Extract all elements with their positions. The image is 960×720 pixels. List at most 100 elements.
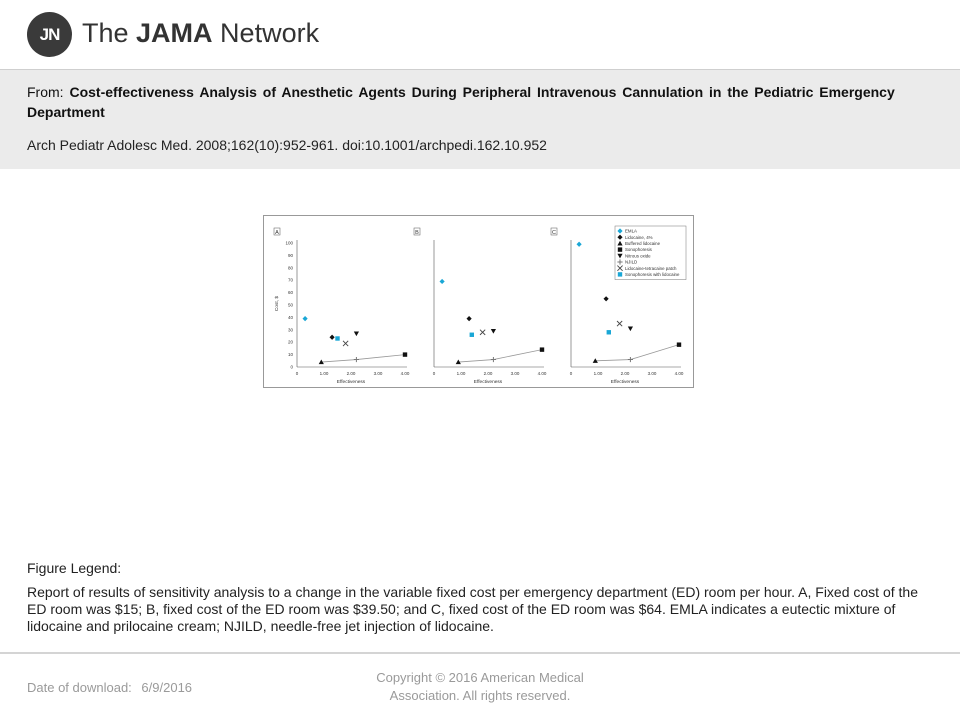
y-tick-label: 10 (288, 352, 294, 357)
y-tick-label: 70 (288, 278, 294, 283)
x-axis-label: Effectiveness (474, 379, 503, 385)
legend-marker (617, 228, 623, 234)
efficiency-frontier-line (458, 349, 543, 363)
data-point-emla (576, 241, 582, 247)
x-tick-label: 1.00 (594, 371, 603, 376)
data-point-lidocaine-tetracaine-patch (479, 329, 486, 336)
legend-entry-label: EMLA (625, 229, 637, 234)
panel-label-box (413, 227, 421, 236)
panel-label-box (550, 227, 558, 236)
chart-legend-box (614, 225, 687, 280)
y-tick-label: 20 (288, 340, 294, 345)
legend-marker (617, 247, 623, 252)
x-tick-label: 3.00 (511, 371, 520, 376)
legend-marker (617, 259, 623, 265)
legend-entry-label: Lidocaine-tetracaine patch (625, 266, 677, 271)
y-tick-label: 30 (288, 327, 294, 332)
data-point-sonophoresis-with-lidocaine (469, 332, 474, 337)
from-label: From: (27, 84, 64, 100)
logo-suffix: Network (212, 18, 320, 48)
data-point-sonophoresis-with-lidocaine (606, 330, 611, 335)
data-point-sonophoresis (402, 352, 408, 357)
data-point-emla (439, 278, 445, 285)
data-point-nitrous-oxide (353, 331, 359, 337)
x-tick-label: 2.00 (621, 371, 630, 376)
y-tick-label: 50 (288, 303, 294, 308)
figure-legend-heading: Figure Legend: (27, 560, 122, 576)
legend-marker (617, 253, 623, 259)
logo-bold: JAMA (136, 18, 213, 48)
legend-entry-label: Buffered lidocaine (625, 241, 661, 246)
data-point-emla (302, 316, 308, 322)
x-tick-label: 4.00 (401, 371, 410, 376)
x-tick-label: 4.00 (538, 371, 547, 376)
data-point-lidocaine-4 (329, 334, 335, 340)
x-tick-label: 0 (570, 371, 573, 376)
data-point-lidocaine-4 (603, 296, 609, 302)
x-tick-label: 3.00 (648, 371, 657, 376)
x-tick-label: 1.00 (457, 371, 466, 376)
x-axis-label: Effectiveness (611, 379, 640, 385)
legend-entry-label: Sonophoresis (625, 247, 653, 252)
jn-logo-mark: JN (27, 12, 72, 57)
x-axis-label: Effectiveness (337, 379, 366, 385)
data-point-buffered-lidocaine (318, 359, 324, 365)
citation-panel: From: Cost-effectiveness Analysis of Ane… (0, 69, 960, 169)
legend-entry-label: Lidocaine, 4% (625, 235, 653, 240)
data-point-sonophoresis (676, 342, 682, 347)
y-tick-label: 90 (288, 253, 294, 258)
figure-image: A 0 10 20 30 40 50 60 70 80 90 100 0 1.00 2.00 3.00 4.00… (263, 215, 694, 388)
copyright-notice: Copyright © 2016 American Medical Associ… (376, 670, 584, 703)
legend-marker (617, 240, 623, 246)
download-info: Date of download: 6/9/2016 (27, 680, 192, 695)
y-tick-label: 100 (285, 241, 293, 246)
data-point-sonophoresis (539, 347, 545, 352)
x-tick-label: 0 (433, 371, 436, 376)
panel-label: B (415, 230, 419, 236)
y-tick-label: 0 (290, 365, 293, 370)
data-point-nitrous-oxide (490, 328, 496, 334)
panel-label: C (552, 230, 556, 236)
legend-entry-label: Nitrous oxide (625, 253, 651, 258)
data-point-sonophoresis-with-lidocaine (335, 336, 340, 341)
x-tick-label: 3.00 (374, 371, 383, 376)
logo-prefix: The (82, 18, 137, 48)
legend-entry-label: NJILD (625, 260, 637, 265)
legend-entry-label: Sonophoresis with lidocaine (625, 272, 680, 277)
figure-legend-text: Report of results of sensitivity analysi… (27, 584, 918, 634)
jama-network-logo: JN The JAMA Network (27, 12, 327, 60)
data-point-njild (353, 356, 359, 363)
data-point-nitrous-oxide (627, 326, 633, 332)
legend-marker (617, 265, 623, 272)
data-point-lidocaine-tetracaine-patch (342, 340, 349, 347)
sensitivity-analysis-chart: A 0 10 20 30 40 50 60 70 80 90 100 0 1.00 2.00 3.00 4.00… (273, 225, 687, 385)
y-tick-label: 60 (288, 290, 294, 295)
download-date: 6/9/2016 (141, 680, 193, 695)
download-label: Date of download: (27, 680, 132, 695)
article-source: From: Cost-effectiveness Analysis of Ane… (27, 82, 907, 122)
y-tick-label: 40 (288, 315, 294, 320)
legend-marker (617, 272, 623, 277)
efficiency-frontier-line (595, 344, 680, 362)
x-tick-label: 2.00 (347, 371, 356, 376)
data-point-njild (490, 356, 496, 363)
x-tick-label: 2.00 (484, 371, 493, 376)
article-reference: Arch Pediatr Adolesc Med. 2008;162(10):9… (27, 137, 547, 153)
x-tick-label: 0 (296, 371, 299, 376)
data-point-njild (627, 356, 633, 363)
logo-wordmark: The JAMA Network (82, 18, 319, 49)
data-point-buffered-lidocaine (592, 358, 598, 363)
data-point-lidocaine-4 (466, 316, 472, 322)
x-tick-label: 4.00 (675, 371, 684, 376)
data-point-lidocaine-tetracaine-patch (616, 320, 623, 327)
efficiency-frontier-line (321, 354, 406, 363)
footer-divider (0, 652, 960, 654)
data-point-buffered-lidocaine (455, 359, 461, 365)
y-axis-label: Cost, $ (274, 296, 280, 312)
y-tick-label: 80 (288, 265, 294, 270)
panel-label-box (273, 227, 281, 236)
x-tick-label: 1.00 (320, 371, 329, 376)
panel-label: A (275, 230, 279, 236)
article-title[interactable]: Cost-effectiveness Analysis of Anestheti… (27, 84, 895, 120)
legend-marker (617, 234, 623, 240)
